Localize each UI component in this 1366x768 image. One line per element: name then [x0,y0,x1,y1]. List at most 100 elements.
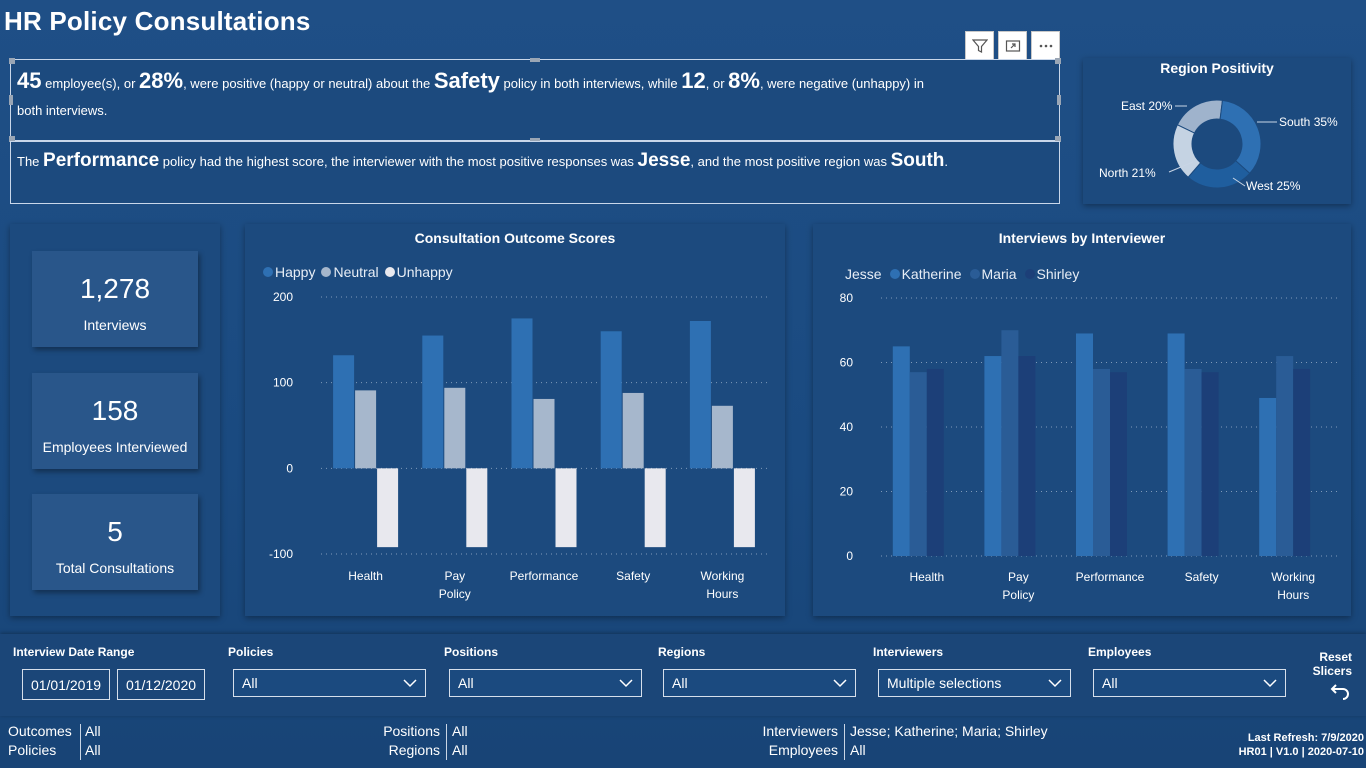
bar-neutral [444,387,466,469]
donut-label: South 35% [1279,115,1338,129]
x-tick-label: Pay Policy [1002,570,1034,602]
date-range-label: Interview Date Range [13,645,135,659]
more-options-button[interactable] [1031,31,1060,60]
regions-value: All [672,675,688,691]
region-donut: East 20% South 35% West 25% North 21% [1099,99,1338,193]
legend-item-neutral[interactable]: Neutral [321,264,379,280]
kpi-value: 1,278 [79,273,151,304]
outcome-legend[interactable]: Happy Neutral Unhappy [263,264,453,280]
kpi-interviews[interactable]: 1,278 Interviews [32,251,198,347]
donut-label: East 20% [1121,99,1173,113]
focus-mode-button[interactable] [998,31,1027,60]
donut-label: West 25% [1246,179,1301,193]
narrative-safety[interactable]: 45 employee(s), or 28%, were positive (h… [9,58,1061,142]
bar-jesse [984,356,1002,556]
bar-happy [600,331,622,469]
interviewers-label: Interviewers [873,645,944,659]
bar-neutral [711,405,733,469]
employees-label: Employees [1088,645,1152,659]
bar-maria [1018,356,1036,556]
bar-jesse [1259,397,1277,556]
donut-leader-line [1168,161,1194,173]
policies-dropdown[interactable]: All [233,669,426,697]
footer-positions-regions-labels: Positions Regions [383,723,440,758]
interviews-title: Interviews by Interviewer [998,230,1166,246]
footer-interviewers-employees-labels: Interviewers Employees [762,723,838,758]
x-tick-label: Working Hours [701,569,745,601]
kpi-value: 158 [91,395,139,426]
chevron-down-icon [403,679,417,688]
bar-unhappy [377,468,399,548]
bar-unhappy [555,468,577,548]
employees-dropdown[interactable]: All [1093,669,1286,697]
chevron-down-icon [619,679,633,688]
legend-item-jesse[interactable]: Jesse [845,266,882,282]
date-end-input[interactable]: 01/12/2020 [117,669,205,700]
bar-neutral [622,392,644,469]
x-tick-label: Health [909,570,944,584]
kpi-label: Interviews [83,317,147,333]
y-tick-label: 80 [840,291,854,305]
bar-neutral [355,390,377,469]
employees-value: All [1102,675,1118,691]
kpi-employees-interviewed[interactable]: 158 Employees Interviewed [32,373,198,469]
outcome-scores-panel[interactable]: Consultation Outcome Scores Happy Neutra… [245,224,785,616]
legend-item-shirley[interactable]: Shirley [1024,266,1079,282]
kpi-value: 5 [107,516,123,547]
x-tick-label: Working Hours [1271,570,1315,602]
bar-happy [511,318,533,469]
positions-value: All [458,675,474,691]
interviewers-dropdown[interactable]: Multiple selections [878,669,1071,697]
interviewer-legend[interactable]: Jesse Katherine Maria Shirley [845,266,1079,282]
date-start-input[interactable]: 01/01/2019 [22,669,110,700]
x-tick-label: Safety [616,569,650,583]
narrative-summary[interactable]: The Performance policy had the highest s… [10,141,1060,204]
kpi-total-consultations[interactable]: 5 Total Consultations [32,494,198,590]
y-tick-label: 200 [273,290,293,304]
page-title: HR Policy Consultations [4,6,311,36]
bar-katherine [1276,356,1294,556]
interviews-by-interviewer-panel[interactable]: Interviews by Interviewer Jesse Katherin… [813,224,1351,616]
bar-happy [689,320,711,469]
focus-mode-icon [1005,39,1020,52]
region-positivity-panel[interactable]: Region Positivity East 20% South 35% West … [1083,58,1351,204]
bar-happy [333,355,355,469]
narrative-line-1b: both interviews. [17,103,108,118]
legend-item-unhappy[interactable]: Unhappy [384,264,453,280]
reset-label-1: Reset [1319,650,1352,664]
y-tick-label: 60 [840,356,854,370]
x-tick-label: Performance [510,569,579,583]
chevron-down-icon [1263,679,1277,688]
legend-item-happy[interactable]: Happy [263,264,315,280]
bar-happy [422,335,444,469]
y-tick-label: 100 [273,376,293,390]
interviews-chart: 80 60 40 20 0 Health Pay Policy Performance Safet… [840,291,1339,602]
x-tick-label: Pay Policy [439,569,471,601]
reset-label-2: Slicers [1312,664,1352,678]
bar-katherine [1184,368,1202,556]
interviewers-value: Multiple selections [887,675,1002,691]
bar-maria [926,368,944,556]
undo-icon [1330,684,1349,700]
bar-jesse [1076,333,1093,556]
regions-dropdown[interactable]: All [663,669,856,697]
bar-unhappy [644,468,666,548]
y-tick-label: 40 [840,420,854,434]
kpi-label: Employees Interviewed [42,439,188,455]
bar-katherine [909,372,927,556]
positions-label: Positions [444,645,499,659]
bar-maria [1201,372,1219,556]
region-positivity-title: Region Positivity [1160,60,1274,76]
positions-dropdown[interactable]: All [449,669,642,697]
footer-positions-regions-values: All All [452,723,468,758]
legend-item-maria[interactable]: Maria [969,266,1017,282]
policies-value: All [242,675,258,691]
filter-button[interactable] [965,31,994,60]
reset-slicers-button[interactable]: Reset Slicers [1300,650,1352,703]
legend-item-katherine[interactable]: Katherine [889,266,962,282]
outcome-scores-title: Consultation Outcome Scores [414,230,616,246]
bar-katherine [1001,330,1019,556]
x-tick-label: Safety [1185,570,1219,584]
x-tick-label: Health [348,569,383,583]
y-tick-label: -100 [269,547,293,561]
